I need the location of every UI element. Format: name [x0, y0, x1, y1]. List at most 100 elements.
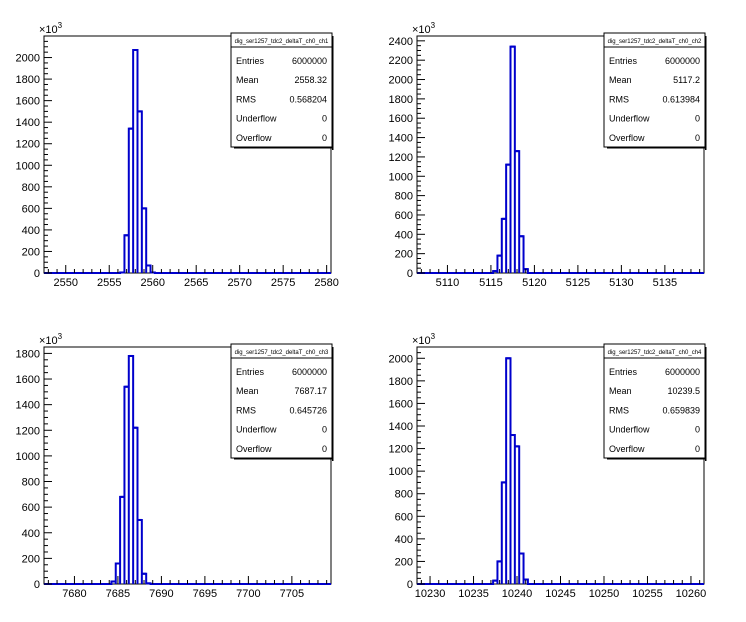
y-exponent-label: ×103: [39, 21, 63, 36]
x-tick-label: 7705: [280, 588, 304, 600]
y-tick-label: 0: [34, 268, 40, 280]
stats-label: Entries: [609, 367, 638, 377]
y-tick-label: 1600: [16, 374, 40, 386]
stats-value: 6000000: [292, 367, 327, 377]
x-tick-label: 2570: [227, 277, 251, 289]
histogram-pad-2: 5110 5115 5120 5125 5130 5135 0 200 400 600 800 100…: [389, 21, 707, 289]
y-tick-label: 1600: [389, 398, 413, 410]
y-tick-label: 1000: [389, 466, 413, 478]
x-tick-label: 2565: [184, 277, 208, 289]
histogram-line: [417, 45, 704, 274]
y-tick-label: 200: [395, 556, 413, 568]
stats-box-shadow: [332, 347, 334, 461]
stats-title: dig_ser1257_tdc2_deltaT_ch0_ch1: [235, 39, 329, 45]
stats-value: 0: [322, 133, 327, 143]
stats-label: RMS: [609, 405, 629, 415]
stats-box-shadow: [705, 347, 707, 461]
stats-label: Underflow: [609, 114, 650, 124]
x-tick-label: 10240: [502, 588, 533, 600]
stats-box-frame: [603, 32, 706, 148]
x-tick-label: 10250: [589, 588, 620, 600]
stats-value: 0.613984: [662, 94, 700, 104]
stats-box-frame: [230, 343, 333, 459]
x-tick-label: 2580: [314, 277, 338, 289]
y-tick-label: 800: [22, 477, 40, 489]
stats-box: dig_ser1257_tdc2_deltaT_ch0_ch4 Entries 60…: [603, 343, 707, 461]
stats-value: 0.659839: [662, 405, 700, 415]
stats-value: 0: [322, 114, 327, 124]
y-tick-label: 1200: [389, 444, 413, 456]
x-tick-label: 7690: [149, 588, 173, 600]
y-tick-label: 200: [395, 249, 413, 261]
stats-value: 2558.32: [294, 75, 327, 85]
y-tick-label: 800: [22, 182, 40, 194]
y-tick-label: 1000: [16, 451, 40, 463]
y-tick-label: 2000: [16, 53, 40, 65]
stats-title: dig_ser1257_tdc2_deltaT_ch0_ch2: [608, 39, 702, 45]
stats-box-frame: [603, 343, 706, 459]
y-tick-label: 400: [22, 528, 40, 540]
stats-label: Mean: [609, 75, 632, 85]
y-tick-label: 1400: [389, 133, 413, 145]
stats-label: Mean: [609, 386, 632, 396]
y-exponent-base: ×10: [412, 335, 431, 347]
y-tick-label: 800: [395, 191, 413, 203]
y-tick-label: 600: [395, 511, 413, 523]
y-exponent-base: ×10: [39, 335, 58, 347]
y-tick-label: 200: [22, 553, 40, 565]
x-tick-label: 5125: [566, 277, 590, 289]
x-tick-label: 5110: [436, 277, 460, 289]
y-tick-label: 1400: [389, 421, 413, 433]
y-tick-label: 1200: [16, 139, 40, 151]
x-tick-label: 5135: [653, 277, 677, 289]
x-tick-label: 5130: [609, 277, 633, 289]
y-tick-label: 2000: [389, 353, 413, 365]
histogram-line: [44, 49, 331, 274]
x-tick-label: 7685: [106, 588, 130, 600]
y-exponent-power: 3: [431, 332, 436, 341]
histogram-pad-1: 2550 2555 2560 2565 2570 2575 2580 0 200 400 600 80…: [16, 21, 339, 289]
y-tick-label: 1800: [389, 94, 413, 106]
stats-label: RMS: [236, 405, 256, 415]
y-exponent-base: ×10: [39, 24, 58, 36]
stats-box-shadow: [234, 458, 334, 460]
y-tick-label: 2200: [389, 55, 413, 67]
y-tick-label: 600: [22, 203, 40, 215]
x-tick-label: 7695: [193, 588, 217, 600]
x-tick-label: 2575: [271, 277, 295, 289]
stats-value: 6000000: [665, 56, 700, 66]
y-exponent-base: ×10: [412, 24, 431, 36]
y-tick-label: 1200: [16, 425, 40, 437]
stats-label: Overflow: [609, 133, 645, 143]
y-tick-label: 1000: [389, 171, 413, 183]
stats-label: Overflow: [236, 444, 272, 454]
y-tick-label: 600: [395, 210, 413, 222]
x-tick-label: 10255: [632, 588, 663, 600]
x-tick-label: 2560: [140, 277, 164, 289]
y-tick-label: 1800: [389, 376, 413, 388]
y-tick-label: 0: [34, 579, 40, 591]
x-tick-label: 2555: [97, 277, 121, 289]
stats-label: RMS: [609, 94, 629, 104]
stats-label: Underflow: [236, 114, 277, 124]
x-tick-label: 10235: [458, 588, 489, 600]
stats-value: 6000000: [292, 56, 327, 66]
y-tick-label: 400: [395, 534, 413, 546]
y-exponent-label: ×103: [412, 332, 436, 347]
y-tick-label: 1600: [389, 113, 413, 125]
y-tick-label: 400: [395, 229, 413, 241]
y-exponent-label: ×103: [412, 21, 436, 36]
stats-box: dig_ser1257_tdc2_deltaT_ch0_ch2 Entries 60…: [603, 32, 707, 150]
y-tick-label: 200: [22, 246, 40, 258]
stats-value: 7687.17: [294, 386, 327, 396]
stats-label: Overflow: [609, 444, 645, 454]
y-tick-label: 2400: [389, 36, 413, 48]
y-exponent-power: 3: [58, 21, 63, 30]
stats-label: Mean: [236, 386, 259, 396]
x-tick-label: 10245: [545, 588, 576, 600]
stats-value: 0: [322, 444, 327, 454]
stats-box: dig_ser1257_tdc2_deltaT_ch0_ch1 Entries 60…: [230, 32, 334, 150]
y-tick-label: 1800: [16, 348, 40, 360]
stats-value: 5117.2: [673, 75, 700, 85]
